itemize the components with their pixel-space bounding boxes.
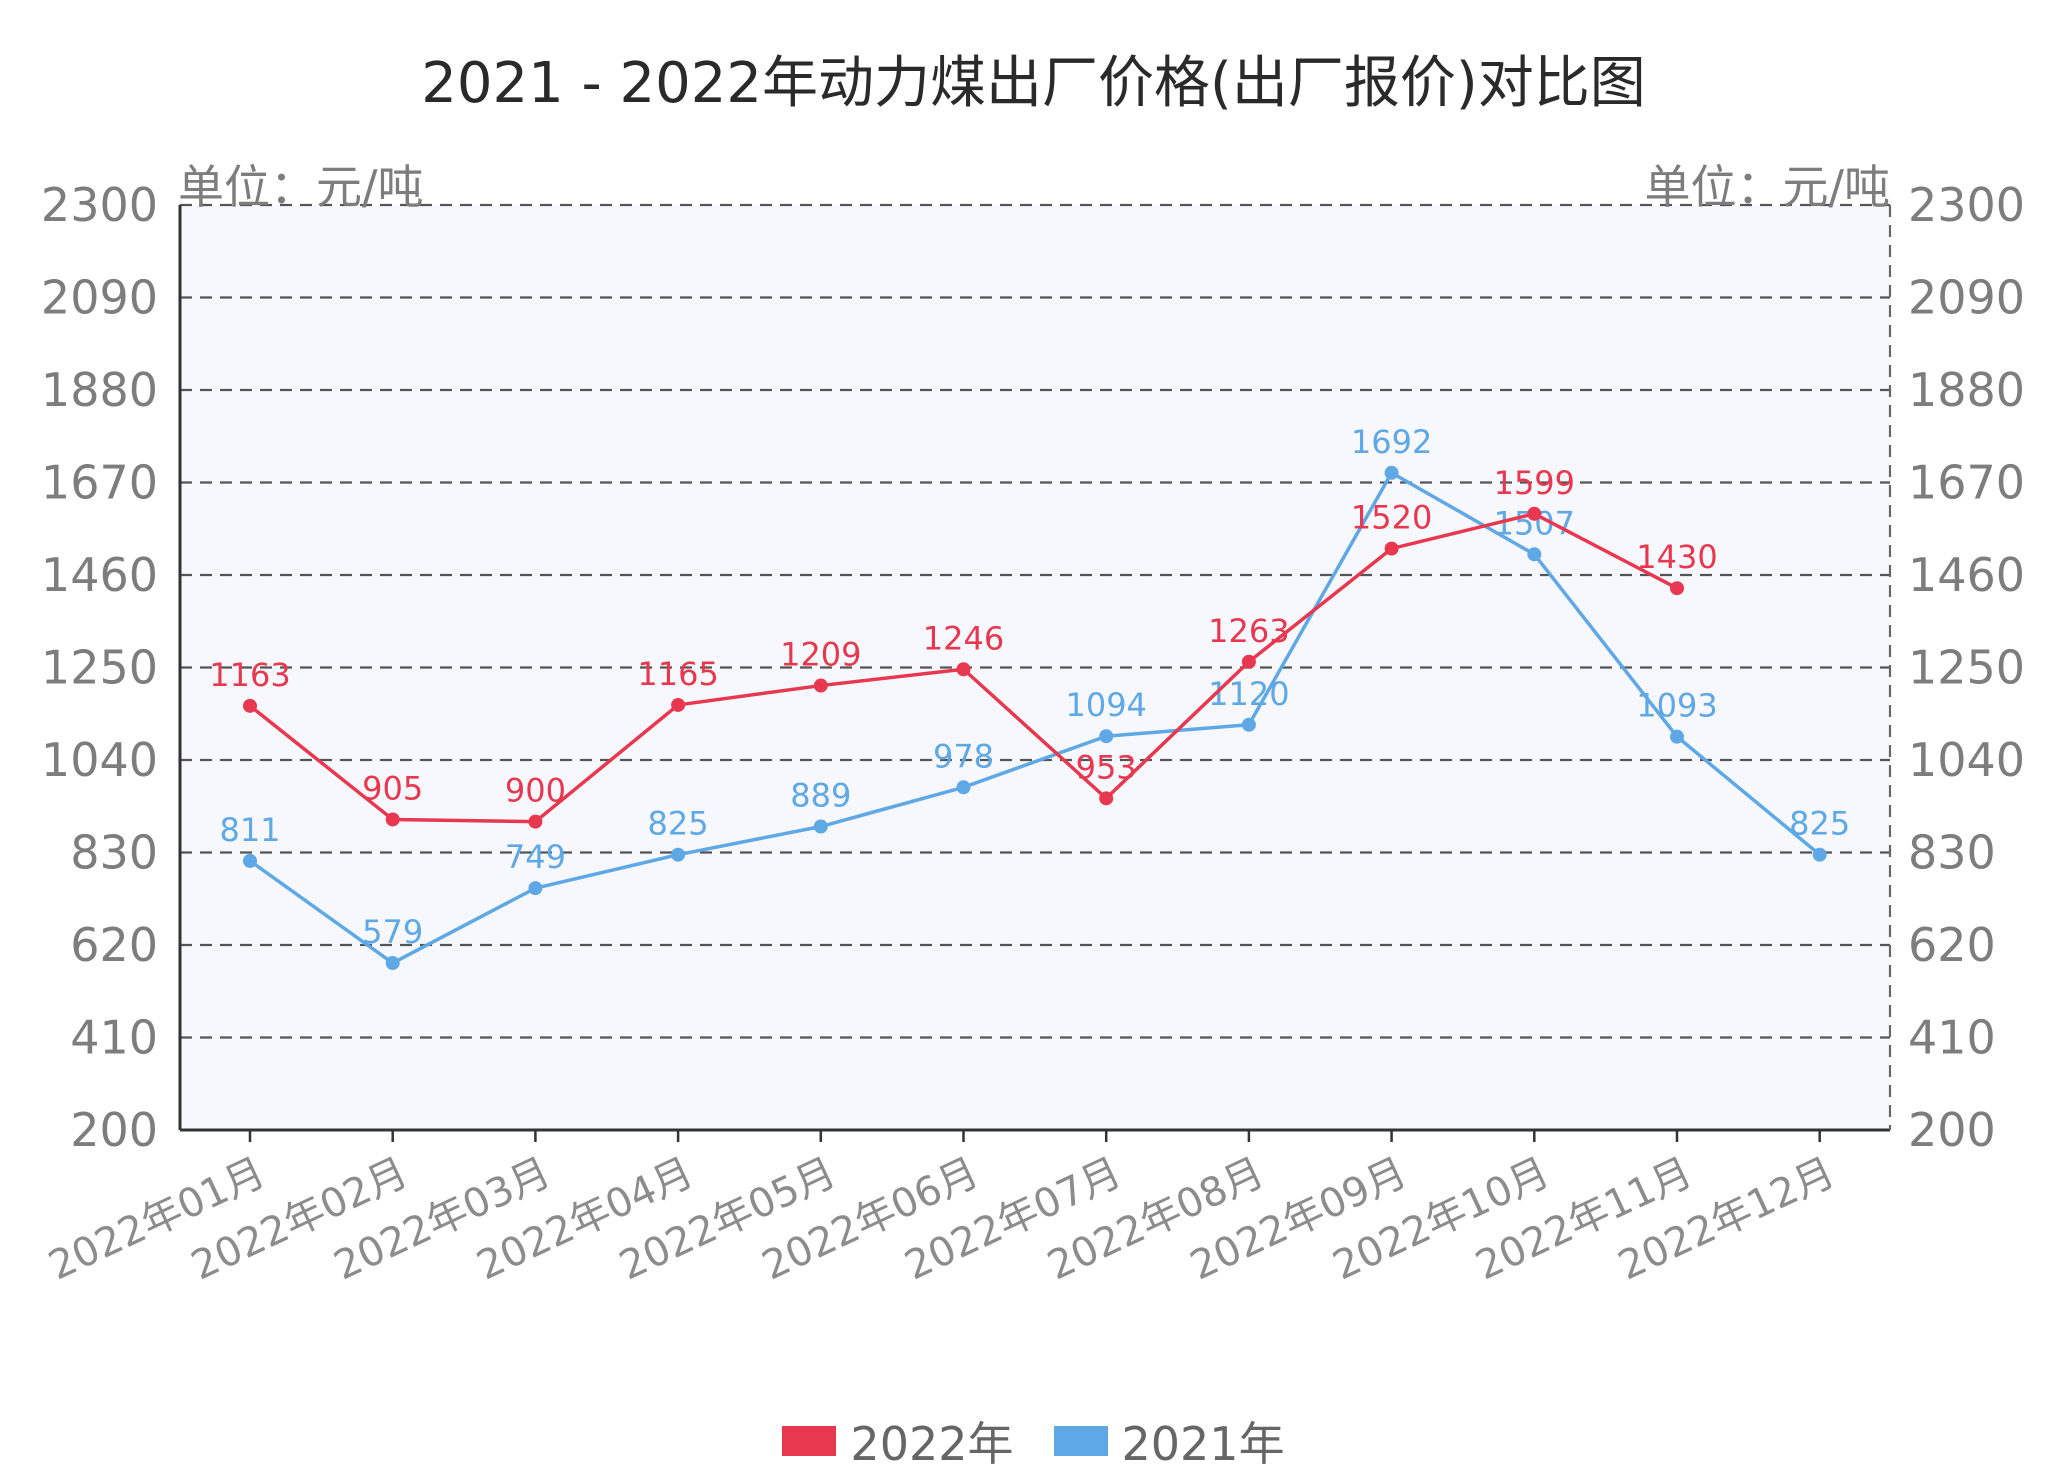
legend-item[interactable]: 2022年 (782, 1408, 1014, 1474)
data-label: 1163 (209, 656, 290, 694)
data-point (1099, 791, 1114, 806)
y-tick-label-right: 1460 (1908, 548, 2025, 602)
data-point (1670, 729, 1684, 744)
data-label: 825 (1789, 805, 1850, 843)
y-tick-label-left: 410 (70, 1011, 158, 1065)
y-tick-label-right: 200 (1908, 1103, 1996, 1157)
y-tick-label-left: 620 (70, 918, 158, 972)
data-point (1384, 465, 1399, 480)
data-point (385, 812, 400, 827)
legend-label: 2021年 (1121, 1417, 1285, 1471)
data-label: 889 (790, 777, 851, 815)
data-point (243, 698, 257, 713)
y-tick-label-right: 410 (1908, 1011, 1996, 1065)
y-tick-label-right: 1250 (1908, 641, 2025, 695)
y-tick-label-left: 1040 (41, 733, 158, 787)
data-point (1670, 581, 1684, 596)
data-point (1099, 729, 1114, 744)
data-label: 579 (362, 913, 423, 951)
y-tick-label-right: 2300 (1908, 178, 2025, 232)
data-label: 900 (505, 772, 566, 810)
y-tick-label-left: 1670 (41, 456, 158, 510)
data-label: 1094 (1065, 686, 1146, 724)
data-point (1241, 654, 1256, 669)
y-tick-label-right: 1040 (1908, 733, 2025, 787)
y-tick-label-left: 200 (70, 1103, 158, 1157)
data-point (528, 814, 543, 829)
chart-title: 2021 - 2022年动力煤出厂价格(出厂报价)对比图 (421, 51, 1646, 116)
y-tick-label-left: 1880 (41, 363, 158, 417)
data-label: 953 (1076, 748, 1137, 786)
y-tick-label-right: 620 (1908, 918, 1996, 972)
series-line-2021年 (248, 471, 1821, 965)
data-label: 1692 (1351, 423, 1432, 461)
data-point (1241, 717, 1256, 732)
y-tick-label-left: 2300 (41, 178, 158, 232)
plot-area (180, 205, 1890, 1130)
data-label: 1599 (1494, 464, 1575, 502)
data-point (1812, 847, 1827, 862)
data-point (385, 956, 400, 971)
data-label: 1263 (1208, 612, 1289, 650)
data-label: 1093 (1636, 687, 1717, 725)
data-label: 905 (362, 769, 423, 807)
data-label: 1209 (780, 636, 861, 674)
legend-swatch (782, 1426, 837, 1456)
y-tick-label-left: 830 (70, 826, 158, 880)
data-point (1527, 547, 1542, 562)
data-label: 1430 (1636, 538, 1717, 576)
data-point (1384, 541, 1399, 556)
y-tick-label-right: 830 (1908, 826, 1996, 880)
y-tick-label-right: 2090 (1908, 271, 2025, 325)
legend-swatch (1053, 1426, 1108, 1456)
data-label: 749 (505, 838, 566, 876)
data-label: 1246 (923, 619, 1004, 657)
y-tick-label-right: 1880 (1908, 363, 2025, 417)
data-point (671, 847, 686, 862)
data-point (528, 881, 543, 896)
legend-item[interactable]: 2021年 (1053, 1408, 1285, 1474)
data-label: 811 (219, 811, 280, 849)
legend-label: 2022年 (850, 1417, 1014, 1471)
data-label: 978 (933, 737, 994, 775)
data-label: 1520 (1351, 499, 1432, 537)
data-point (813, 678, 828, 693)
y-tick-label-left: 1460 (41, 548, 158, 602)
data-label: 825 (648, 805, 709, 843)
data-point (813, 819, 828, 834)
data-point (671, 697, 686, 712)
legend: 2022年 2021年 (0, 1408, 2067, 1474)
data-point (1527, 506, 1542, 521)
unit-label-left: 单位：元/吨 (178, 160, 424, 214)
y-tick-label-right: 1670 (1908, 456, 2025, 510)
data-label: 1120 (1208, 675, 1289, 713)
data-point (956, 780, 971, 795)
data-point (956, 662, 971, 677)
y-tick-label-left: 2090 (41, 271, 158, 325)
unit-label-right: 单位：元/吨 (1645, 160, 1891, 214)
data-label: 1165 (637, 655, 718, 693)
y-tick-label-left: 1250 (41, 641, 158, 695)
data-point (243, 853, 257, 868)
